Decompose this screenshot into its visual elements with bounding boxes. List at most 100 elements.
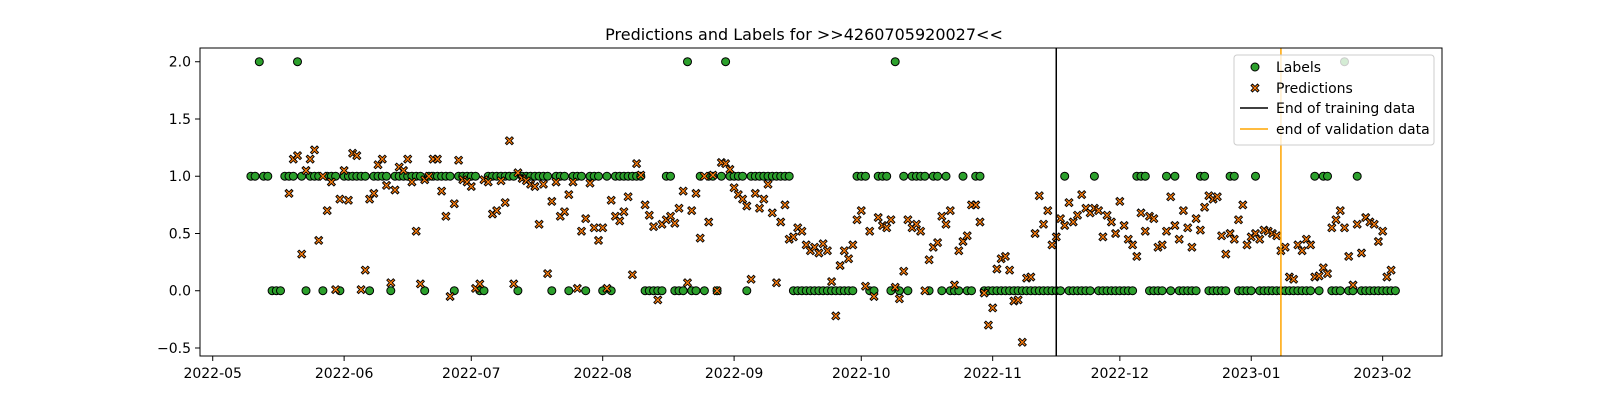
prediction-point [390,185,400,195]
prediction-point [1017,337,1027,347]
prediction-point [377,154,387,164]
prediction-point [572,283,582,294]
prediction-point [1072,210,1083,220]
prediction-point [415,279,426,289]
prediction-point [1106,217,1117,227]
prediction-point [1322,268,1333,279]
label-point [564,286,574,296]
prediction-point [322,205,332,216]
prediction-point [945,205,955,216]
label-point [899,171,909,181]
label-point [920,171,930,181]
prediction-point [742,201,752,211]
y-tick-label: 2.0 [169,55,191,71]
prediction-point [330,284,341,295]
label-point [1335,286,1345,296]
prediction-point [1004,265,1015,275]
prediction-point [890,282,900,292]
prediction-point [848,240,858,250]
label-point [678,286,688,296]
prediction-point [449,199,459,209]
label-point [941,171,951,181]
prediction-point [763,179,773,189]
prediction-point [856,205,866,216]
x-tick-label: 2022-11 [963,366,1022,382]
prediction-point [360,265,370,275]
prediction-point [576,226,587,236]
label-point [738,171,748,181]
label-point [903,286,913,296]
prediction-point [1183,223,1193,233]
x-tick-label: 2022-10 [832,366,891,382]
prediction-point [665,211,676,221]
prediction-point [1382,272,1392,282]
label-point [1056,286,1065,296]
prediction-point [411,226,421,236]
legend-frame [1233,54,1435,146]
prediction-point [538,179,549,189]
prediction-point [386,278,396,288]
prediction-point [398,165,409,176]
prediction-point [551,177,561,187]
prediction-point [564,189,574,200]
prediction-point [674,203,684,213]
prediction-point [737,194,748,204]
prediction-point [1352,219,1362,229]
prediction-point [860,281,871,291]
prediction-point [1221,249,1231,259]
prediction-point [1166,192,1176,202]
label-point [1323,171,1332,181]
prediction-point [932,237,943,248]
prediction-point [623,192,633,202]
x-tick-label: 2022-12 [1091,366,1150,382]
prediction-point [746,274,756,284]
prediction-point [309,145,320,155]
prediction-point [581,213,591,224]
prediction-point [1047,240,1057,250]
prediction-point [1348,280,1358,290]
prediction-point [1127,240,1138,250]
prediction-point [441,211,451,221]
legend-predictions-text: Predictions [1276,81,1353,97]
prediction-point [826,276,837,287]
label-point [861,171,870,181]
prediction-point [326,177,337,187]
prediction-point [949,280,960,290]
x-tick-label: 2022-07 [442,366,501,382]
label-point [382,171,391,181]
prediction-point [466,181,476,192]
legend-validation-text: end of validation data [1276,122,1430,138]
prediction-point [725,164,735,175]
prediction-point [1132,251,1142,262]
prediction-point [445,291,455,302]
prediction-point [695,233,705,243]
prediction-point [1013,295,1023,305]
label-point [288,171,298,181]
label-point [1191,286,1201,296]
label-point [365,286,375,296]
prediction-point [352,150,362,161]
prediction-point [496,176,506,186]
prediction-point [882,223,892,233]
prediction-point [899,266,909,276]
prediction-point [1199,202,1210,212]
prediction-point [547,196,557,207]
prediction-point [627,270,638,280]
prediction-point [1038,219,1049,229]
label-point [254,57,264,67]
label-point [890,57,900,67]
prediction-point [403,154,413,164]
prediction-point [1119,220,1129,231]
label-point [1352,171,1362,181]
label-point [386,286,396,296]
prediction-point [301,165,311,176]
plot-frame [199,47,1443,357]
legend: Labels Predictions End of training data … [1233,54,1435,146]
prediction-point [1255,234,1265,244]
prediction-point [822,246,833,256]
prediction-point [356,284,366,295]
prediction-point [797,226,807,236]
label-point [1085,286,1095,296]
prediction-point [954,246,964,256]
prediction-point [1344,251,1354,262]
